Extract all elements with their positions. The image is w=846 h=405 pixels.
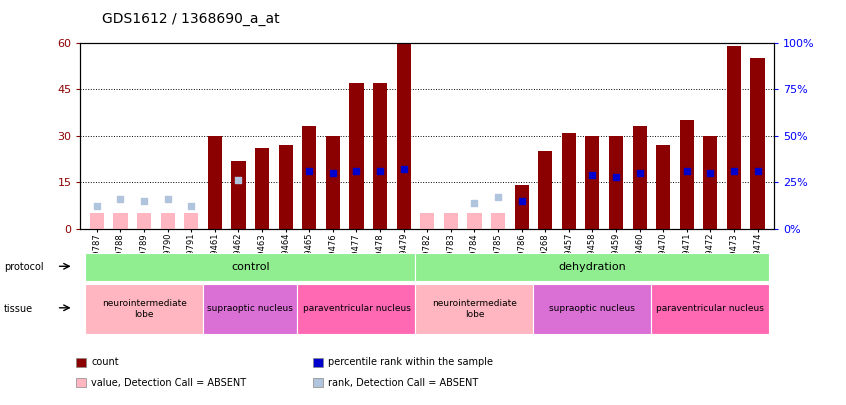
Point xyxy=(704,170,717,176)
Point xyxy=(232,177,245,183)
Bar xyxy=(278,145,293,229)
Bar xyxy=(397,43,410,229)
Bar xyxy=(90,213,104,229)
Bar xyxy=(750,58,765,229)
Bar xyxy=(727,46,741,229)
Bar xyxy=(679,120,694,229)
Text: neurointermediate
lobe: neurointermediate lobe xyxy=(102,299,186,318)
Point xyxy=(161,196,174,202)
Point xyxy=(515,198,529,204)
Bar xyxy=(703,136,717,229)
Text: protocol: protocol xyxy=(4,262,44,272)
Text: count: count xyxy=(91,358,119,367)
Point xyxy=(91,203,104,210)
Bar xyxy=(514,185,529,229)
Point xyxy=(397,166,410,173)
Text: GDS1612 / 1368690_a_at: GDS1612 / 1368690_a_at xyxy=(102,12,279,26)
Bar xyxy=(444,213,458,229)
Bar xyxy=(538,151,552,229)
Text: supraoptic nucleus: supraoptic nucleus xyxy=(549,304,635,313)
Point xyxy=(184,203,198,210)
Bar xyxy=(137,213,151,229)
Bar xyxy=(232,160,245,229)
Bar xyxy=(373,83,387,229)
Text: dehydration: dehydration xyxy=(558,262,626,272)
Bar xyxy=(161,213,175,229)
Bar xyxy=(420,213,434,229)
Point xyxy=(137,198,151,204)
Point xyxy=(349,168,363,174)
Bar xyxy=(467,213,481,229)
Bar xyxy=(326,136,340,229)
Bar xyxy=(113,213,128,229)
Point xyxy=(303,168,316,174)
Text: neurointermediate
lobe: neurointermediate lobe xyxy=(432,299,517,318)
Bar xyxy=(491,213,505,229)
Text: percentile rank within the sample: percentile rank within the sample xyxy=(328,358,493,367)
Bar xyxy=(633,126,646,229)
Point xyxy=(609,173,623,180)
Point xyxy=(585,172,599,178)
Point xyxy=(728,168,741,174)
Text: paraventricular nucleus: paraventricular nucleus xyxy=(656,304,764,313)
Bar xyxy=(208,136,222,229)
Point xyxy=(492,194,505,200)
Bar xyxy=(585,136,600,229)
Text: tissue: tissue xyxy=(4,304,33,314)
Point xyxy=(633,170,646,176)
Bar xyxy=(562,132,576,229)
Point xyxy=(468,200,481,206)
Bar xyxy=(255,148,269,229)
Point xyxy=(113,196,127,202)
Bar xyxy=(184,213,198,229)
Point xyxy=(373,168,387,174)
Bar xyxy=(609,136,623,229)
Text: value, Detection Call = ABSENT: value, Detection Call = ABSENT xyxy=(91,378,246,388)
Bar xyxy=(302,126,316,229)
Point xyxy=(750,168,764,174)
Text: paraventricular nucleus: paraventricular nucleus xyxy=(303,304,410,313)
Text: supraoptic nucleus: supraoptic nucleus xyxy=(207,304,294,313)
Text: control: control xyxy=(231,262,270,272)
Point xyxy=(326,170,339,176)
Bar xyxy=(349,83,364,229)
Point xyxy=(680,168,694,174)
Bar xyxy=(656,145,670,229)
Text: rank, Detection Call = ABSENT: rank, Detection Call = ABSENT xyxy=(328,378,479,388)
